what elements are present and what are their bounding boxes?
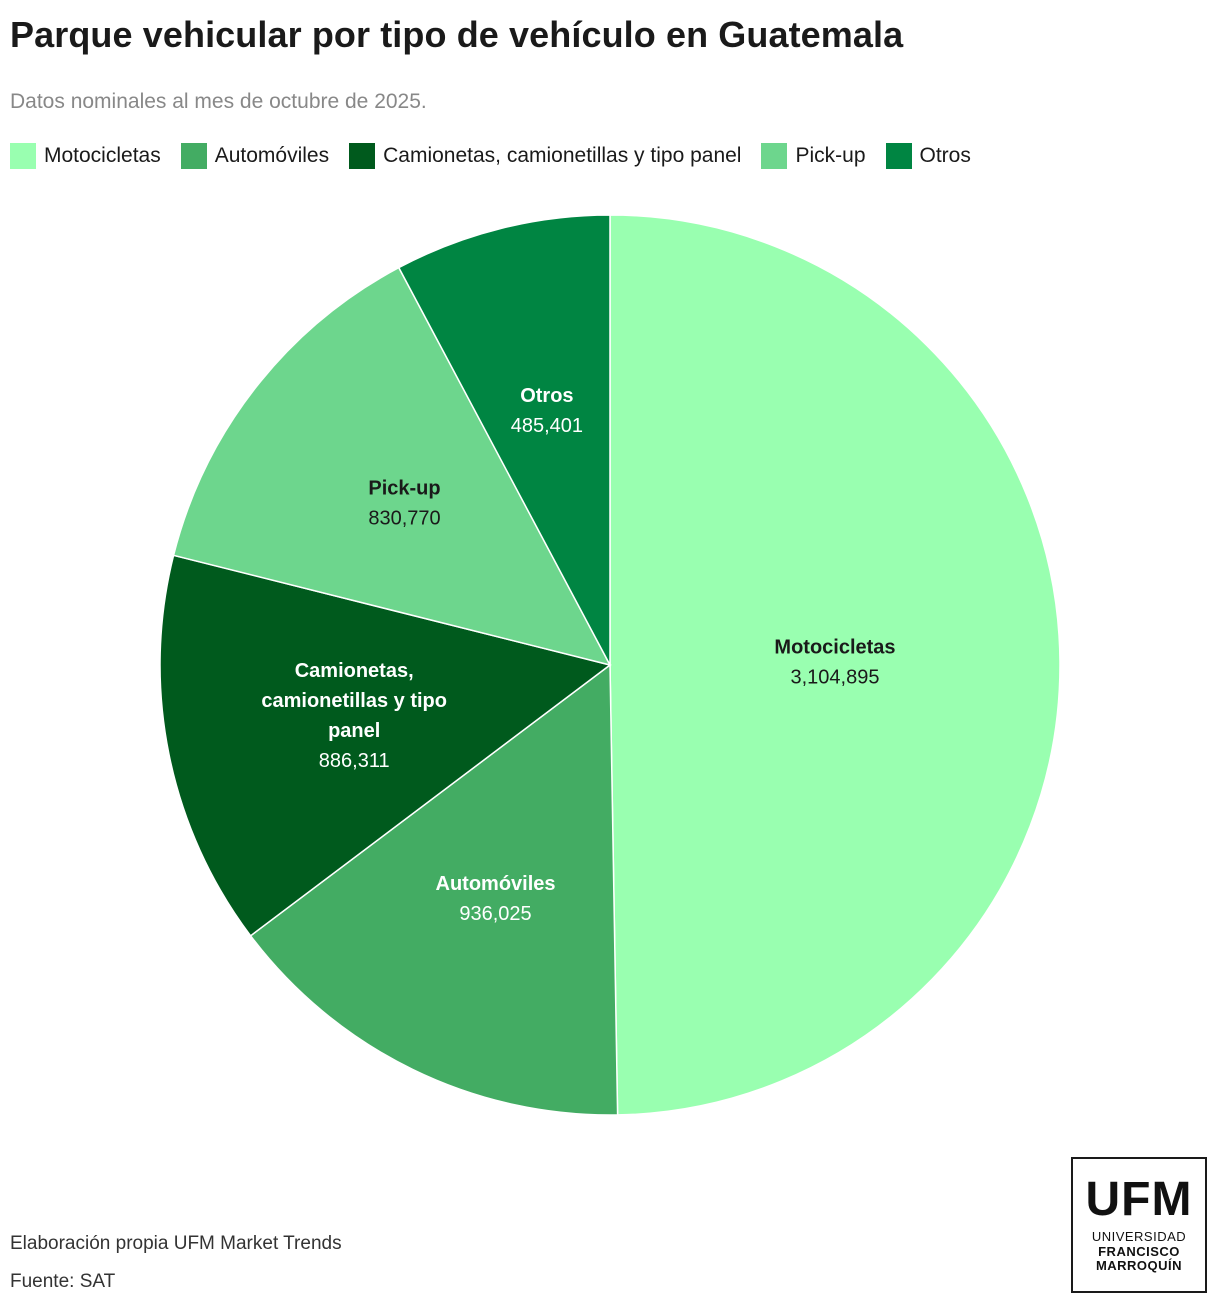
pie-chart: Motocicletas 3,104,895 Automóviles 936,025 C… [159,214,1061,1116]
slice-value-label: 485,401 [511,415,583,437]
legend-swatch [349,143,376,169]
slice-name-label: Camionetas, [295,660,414,682]
slice-name-label: Automóviles [436,873,556,895]
logo-line-3: MARROQUÍN [1095,1258,1183,1274]
slice-name-label: Motocicletas [774,636,895,658]
chart-legend: Motocicletas Automóviles Camionetas, camio… [10,143,971,169]
slice-label: Pick-up 830,770 [368,477,440,529]
chart-title: Parque vehicular por tipo de vehículo en… [10,14,904,55]
slice-name-label: camionetillas y tipo [261,690,447,712]
legend-label: Otros [919,144,971,167]
source-text: Fuente: SAT [10,1271,116,1292]
legend-item: Motocicletas [10,143,161,169]
legend-swatch [180,143,207,169]
legend-item: Otros [885,143,971,169]
pie-slice [397,214,611,666]
slice-label: Camionetas, camionetillas y tipo panel 886,… [261,660,447,772]
legend-label: Pick-up [795,144,866,167]
legend-label: Camionetas, camionetillas y tipo panel [383,144,742,167]
pie-slice [609,214,1061,1116]
pie-slice [249,663,619,1116]
legend-label: Automóviles [214,144,330,167]
slice-name-label: Pick-up [368,477,440,499]
slice-value-label: 936,025 [459,903,531,925]
legend-swatch [10,143,36,169]
slice-name-label: Otros [520,385,573,407]
credit-text: Elaboración propia UFM Market Trends [10,1233,342,1254]
logo-line-2: FRANCISCO [1098,1243,1180,1259]
slice-value-label: 3,104,895 [790,666,879,688]
chart-subtitle: Datos nominales al mes de octubre de 202… [10,90,427,113]
slice-label: Otros 485,401 [511,385,583,437]
legend-swatch [761,143,788,169]
logo-line-1: UNIVERSIDAD [1091,1228,1187,1244]
legend-item: Pick-up [761,143,866,169]
legend-item: Automóviles [180,143,330,169]
slice-value-label: 830,770 [368,507,440,529]
slice-label: Automóviles 936,025 [436,873,556,925]
legend-item: Camionetas, camionetillas y tipo panel [349,143,741,169]
slice-label: Motocicletas 3,104,895 [774,636,895,688]
legend-label: Motocicletas [44,144,161,167]
pie-slice [159,554,612,937]
ufm-logo: UFM UNIVERSIDAD FRANCISCO MARROQUÍN [1071,1157,1207,1293]
logo-wordmark: UFM [1085,1172,1193,1226]
slice-value-label: 886,311 [319,750,390,772]
pie-slice [172,266,612,667]
slice-name-label: panel [328,720,380,742]
legend-swatch [885,143,912,169]
